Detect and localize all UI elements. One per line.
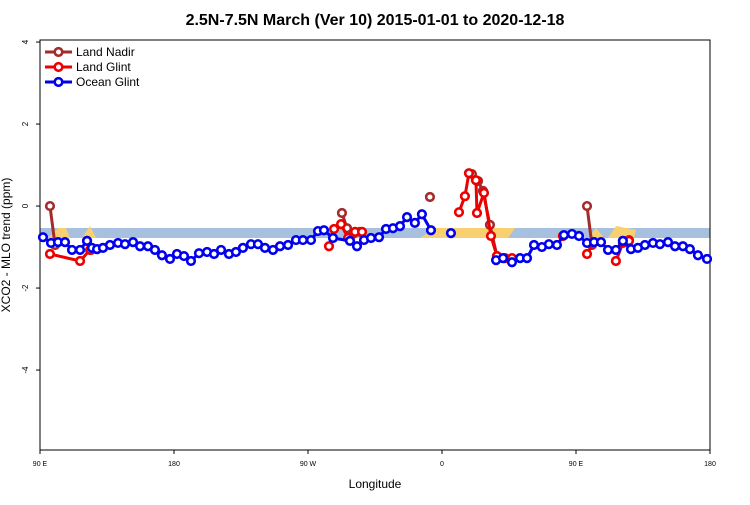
data-point [610,255,622,267]
data-point [424,191,436,203]
data-point [149,244,161,256]
data-point [185,255,197,267]
data-point [44,200,56,212]
data-point [164,253,176,265]
data-point [662,237,674,248]
data-point [416,209,428,220]
data-point [573,230,585,242]
data-point [478,187,490,199]
data-point [282,239,294,251]
land-band [82,226,96,238]
data-point [669,241,681,252]
data-point [543,239,555,250]
legend-label: Land Glint [76,60,131,74]
x-tick-label: 90 E [33,461,48,468]
data-point [74,255,86,267]
data-point [581,200,593,212]
y-tick-label: 0 [21,203,30,208]
data-point [558,230,570,241]
data-point [654,239,666,250]
data-point [74,244,86,256]
data-point [602,244,614,256]
data-point [459,191,471,202]
data-point [230,246,242,258]
data-point [328,223,340,235]
data-point [274,241,286,252]
data-point [66,244,78,256]
data-point [485,230,497,242]
data-point [373,232,385,243]
legend-marker [53,76,64,88]
x-tick-label: 0 [440,461,444,468]
data-point [497,253,509,264]
data-point [701,253,713,265]
data-point [323,241,335,252]
plot-frame [39,39,711,451]
data-point [127,237,139,248]
data-point [463,168,475,179]
data-point [318,225,330,236]
data-point [551,239,563,251]
data-point [305,234,317,246]
data-point [259,242,271,253]
data-point [639,239,651,251]
x-tick-label: 180 [704,461,716,468]
legend-label: Land Nadir [76,45,135,59]
legend-label: Ocean Glint [76,75,140,89]
data-point [445,228,457,239]
data-point [617,235,629,246]
y-tick-label: 4 [21,39,30,44]
chart-title: 2.5N-7.5N March (Ver 10) 2015-01-01 to 2… [186,12,565,29]
y-tick-label: 2 [21,121,30,126]
data-point [327,232,339,244]
x-axis-label: Longitude [349,477,402,491]
y-tick-label: -4 [21,366,30,374]
data-point [356,226,368,237]
data-point [401,212,413,223]
x-tick-label: 90 E [569,461,584,468]
legend-marker [53,61,64,73]
data-point [37,232,49,243]
data-point [178,250,190,262]
data-point [453,207,465,218]
data-point [208,248,220,260]
data-point [409,217,421,228]
data-point [684,244,696,255]
y-axis-label: XCO2 - MLO trend (ppm) [0,178,13,313]
data-point [156,250,168,261]
data-point [81,235,93,246]
data-point [193,248,205,259]
data-point [394,221,406,232]
data-point [344,235,356,246]
y-tick-label: -2 [21,284,30,292]
data-point [134,241,146,252]
ocean-band [40,228,710,238]
data-point [506,257,518,268]
data-point [581,248,593,260]
data-point [471,207,483,219]
data-point [104,239,116,251]
data-point [610,244,622,256]
data-point [470,175,482,186]
data-point [44,248,56,260]
data-point [237,242,249,253]
data-point [297,234,309,246]
x-tick-label: 90 W [300,461,317,468]
data-point [59,237,71,248]
data-point [365,232,377,244]
data-point [119,239,131,250]
data-point [215,244,227,256]
data-point [335,218,347,230]
data-point [425,225,437,236]
data-point [521,253,533,264]
data-point [351,241,363,252]
data-point [692,250,704,261]
x-tick-label: 180 [168,461,180,468]
data-point [528,239,540,251]
legend-marker [53,46,64,58]
data-point [595,237,607,248]
data-point [336,207,348,219]
